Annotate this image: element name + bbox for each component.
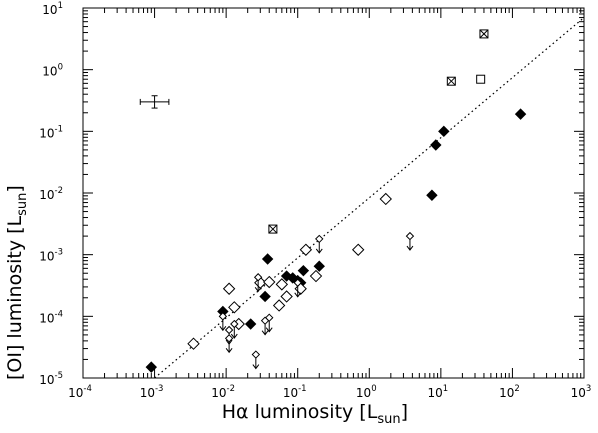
upper-limit-arrow-head xyxy=(315,248,323,254)
crossed-square-line xyxy=(479,29,489,39)
data-points xyxy=(145,29,527,373)
data-point-open-diamond xyxy=(351,243,365,256)
x-tick-label: 10-1 xyxy=(283,384,307,400)
data-point-open-diamond xyxy=(263,275,276,289)
upper-limit-arrow-head xyxy=(406,245,414,251)
y-tick-label: 10-5 xyxy=(39,371,63,387)
y-axis-label: [OI] luminosity [Lsun] xyxy=(4,185,30,380)
data-point-filled-diamond xyxy=(430,139,442,151)
x-tick-label: 10-2 xyxy=(211,384,235,400)
upper-limit-arrow-head xyxy=(230,333,238,339)
x-tick-label: 101 xyxy=(428,384,449,400)
y-tick-label: 10-3 xyxy=(39,248,63,264)
y-tick-label: 10-2 xyxy=(39,186,63,202)
y-tick-label: 100 xyxy=(42,63,63,79)
x-tick-label: 10-4 xyxy=(68,384,92,400)
data-point-open-diamond xyxy=(299,243,313,256)
plot-frame xyxy=(82,7,585,379)
data-point-filled-diamond xyxy=(438,125,450,138)
data-point-open-diamond xyxy=(187,337,200,350)
data-point-filled-diamond xyxy=(145,361,158,373)
fit-line-path xyxy=(154,17,584,378)
upper-limit-arrow-head xyxy=(265,327,273,333)
upper-limit-arrow-head xyxy=(254,286,262,293)
data-point-open-diamond xyxy=(228,301,241,314)
x-tick-label: 103 xyxy=(571,384,592,400)
crossed-square-line xyxy=(268,224,278,234)
axes-frame xyxy=(82,7,585,379)
data-point-upper-limit-diamond xyxy=(251,350,261,359)
data-point-open-diamond xyxy=(272,299,286,312)
crossed-square-line xyxy=(446,76,456,86)
error-bar-example xyxy=(139,95,170,109)
tick-labels: 10-4 10-3 10-2 10-1 100 101 102 103 10-5 10-4 10-3… xyxy=(39,1,591,400)
y-tick-label: 10-1 xyxy=(39,124,63,140)
data-point-open-diamond xyxy=(379,192,392,206)
x-tick-label: 100 xyxy=(356,384,377,400)
y-tick-label: 10-4 xyxy=(39,309,63,325)
x-axis-label: Hα luminosity [Lsun] xyxy=(222,401,408,427)
data-point-upper-limit-diamond xyxy=(405,231,415,241)
upper-limit-arrow-head xyxy=(219,326,227,332)
upper-limit-arrow-head xyxy=(252,364,260,370)
data-point-filled-diamond xyxy=(297,264,310,277)
upper-limit-arrow-head xyxy=(261,330,269,336)
data-point-open-diamond xyxy=(280,290,293,303)
data-point-filled-diamond xyxy=(514,108,527,120)
upper-limit-arrow-head xyxy=(294,292,302,298)
y-axis-label-group: [OI] luminosity [Lsun] xyxy=(4,185,30,380)
data-point-filled-diamond xyxy=(244,318,257,330)
upper-limit-arrow-head xyxy=(225,348,233,354)
data-point-filled-diamond xyxy=(426,189,438,201)
fit-line xyxy=(154,17,584,378)
x-tick-label: 10-3 xyxy=(140,384,164,400)
data-point-open-square xyxy=(476,74,486,84)
data-point-filled-diamond xyxy=(259,290,271,303)
data-point-open-diamond xyxy=(309,269,323,283)
data-point-upper-limit-diamond xyxy=(224,325,234,335)
data-point-open-diamond xyxy=(275,278,289,291)
data-point-open-diamond xyxy=(222,282,236,295)
x-tick-label: 102 xyxy=(499,384,520,400)
data-point-filled-diamond xyxy=(261,253,274,265)
y-tick-label: 101 xyxy=(42,1,63,17)
data-point-filled-diamond xyxy=(313,260,325,272)
